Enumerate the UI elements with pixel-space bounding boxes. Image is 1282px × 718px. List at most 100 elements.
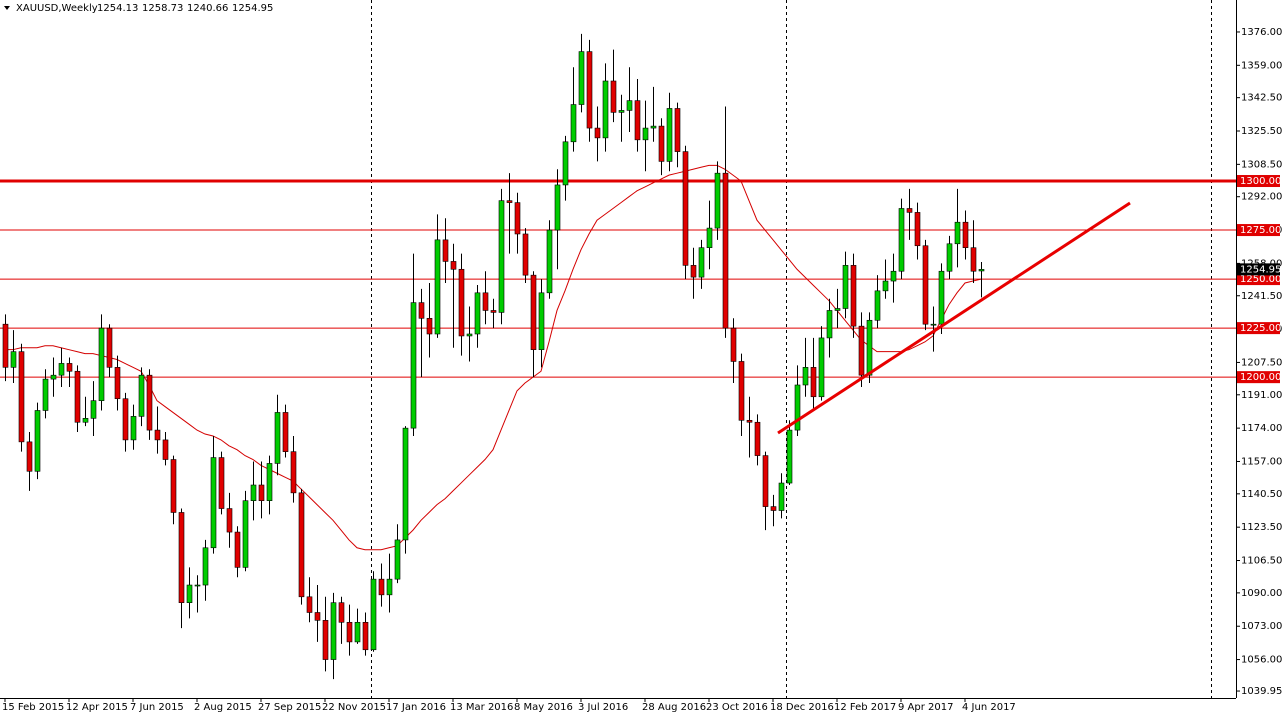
- level-label: 1200.00: [1240, 372, 1281, 383]
- x-tick-label: 18 Dec 2016: [770, 702, 834, 713]
- level-label: 1275.00: [1240, 225, 1281, 236]
- candle-body: [858, 325, 865, 376]
- y-tick-label: 1308.50: [1241, 159, 1282, 170]
- candle-body: [474, 292, 481, 335]
- x-tick-label: 2 Aug 2015: [194, 702, 252, 713]
- candle-body: [626, 100, 633, 111]
- candle-body: [578, 51, 585, 105]
- candle-body: [570, 104, 577, 143]
- x-tick-label: 8 May 2016: [514, 702, 573, 713]
- candle-body: [554, 184, 561, 231]
- candle-body: [42, 378, 49, 411]
- candle-body: [490, 310, 497, 313]
- candle-body: [194, 584, 201, 587]
- candle-body: [258, 484, 265, 502]
- candle-body: [450, 261, 457, 270]
- candle-body: [522, 233, 529, 276]
- period-separators: [371, 0, 1212, 698]
- candle-body: [426, 318, 433, 335]
- candle-body: [938, 270, 945, 325]
- candle-body: [658, 125, 665, 162]
- current-price-box: [1237, 263, 1280, 276]
- candle-body: [714, 172, 721, 229]
- candle-body: [58, 363, 65, 376]
- x-tick-label: 12 Apr 2015: [66, 702, 128, 713]
- candle-body: [498, 200, 505, 313]
- candle-body: [562, 141, 569, 186]
- candle-body: [482, 292, 489, 311]
- candle-body: [402, 427, 409, 541]
- candle-body: [322, 620, 329, 660]
- candle-body: [50, 374, 57, 380]
- y-tick-label: 1174.00: [1241, 423, 1282, 434]
- candle-body: [514, 202, 521, 235]
- candle-body: [898, 208, 905, 272]
- candle-body: [666, 108, 673, 162]
- level-label-box: [1237, 175, 1280, 188]
- candle-body: [218, 457, 225, 509]
- candle-body: [274, 412, 281, 464]
- candle-body: [130, 416, 137, 441]
- level-label-box: [1237, 224, 1280, 237]
- candle-body: [106, 327, 113, 368]
- candle-body: [762, 455, 769, 507]
- trend-line: [777, 201, 1131, 435]
- y-tick-label: 1106.50: [1241, 556, 1282, 567]
- candle-body: [266, 463, 273, 502]
- candle-body: [378, 578, 385, 596]
- candle-body: [18, 351, 25, 443]
- candle-body: [738, 361, 745, 421]
- candle-body: [394, 539, 401, 580]
- y-tick-label: 1157.00: [1241, 456, 1282, 467]
- candle-body: [114, 367, 121, 400]
- candle-body: [306, 596, 313, 613]
- y-tick-label: 1191.00: [1241, 390, 1282, 401]
- candle-body: [914, 212, 921, 247]
- header-open: 1254.13: [97, 3, 138, 14]
- candle-body: [154, 429, 161, 441]
- candle-body: [930, 323, 937, 326]
- candle-body: [442, 239, 449, 262]
- candle-body: [826, 310, 833, 339]
- candle-body: [546, 229, 553, 294]
- level-label: 1225.00: [1240, 323, 1281, 334]
- candle-body: [850, 265, 857, 327]
- candle-body: [282, 412, 289, 452]
- x-tick-label: 27 Sep 2015: [258, 702, 321, 713]
- x-tick-label: 22 Nov 2015: [322, 702, 386, 713]
- candle-body: [210, 457, 217, 549]
- candle-body: [922, 245, 929, 325]
- candle-body: [746, 419, 753, 423]
- candle-body: [818, 337, 825, 398]
- candle-body: [882, 280, 889, 292]
- candle-body: [74, 370, 81, 423]
- symbol: XAUUSD,Weekly: [16, 3, 98, 14]
- y-tick-label: 1090.00: [1241, 588, 1282, 599]
- header-low: 1240.66: [187, 3, 228, 14]
- candle-body: [834, 308, 841, 311]
- candle-body: [978, 269, 985, 272]
- candle-body: [890, 270, 897, 282]
- candle-body: [674, 108, 681, 152]
- y-tick-label: 1376.00: [1241, 27, 1282, 38]
- candle-body: [98, 327, 105, 401]
- candle-body: [970, 247, 977, 272]
- candle-body: [346, 621, 353, 643]
- level-label-box: [1237, 371, 1280, 384]
- level-label: 1250.00: [1240, 274, 1281, 285]
- candle-body: [362, 621, 369, 651]
- candle-body: [954, 221, 961, 245]
- x-tick-label: 3 Jul 2016: [578, 702, 628, 713]
- candle-body: [682, 151, 689, 266]
- level-label-box: [1237, 273, 1280, 286]
- candle-body: [418, 302, 425, 319]
- candle-body: [802, 367, 809, 386]
- candle-body: [530, 274, 537, 350]
- y-tick-label: 1207.50: [1241, 357, 1282, 368]
- candle-body: [338, 602, 345, 623]
- candle-body: [10, 351, 17, 368]
- y-tick-label: 1123.50: [1241, 522, 1282, 533]
- candle-body: [234, 531, 241, 568]
